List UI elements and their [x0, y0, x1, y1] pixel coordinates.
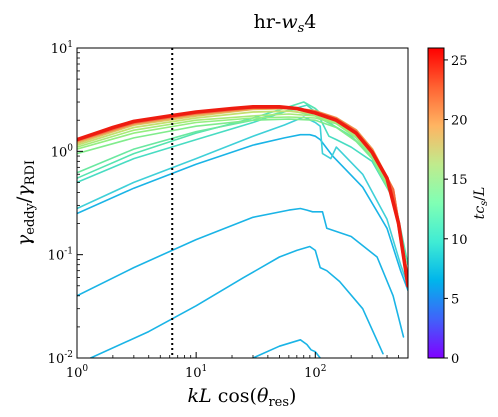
chart-title: hr-ws4: [254, 11, 317, 36]
series-layer: [77, 102, 408, 358]
colorbar: [428, 48, 444, 358]
x-tick-label-1: 101: [185, 364, 207, 381]
series-line-2: [77, 209, 404, 337]
series-line-15: [77, 107, 408, 286]
x-tick-label-0: 100: [66, 364, 89, 381]
y-tick-label-1: 10-1: [48, 247, 73, 264]
x-tick-label-2: 102: [304, 364, 326, 381]
y-tick-label-2: 100: [51, 143, 74, 160]
colorbar-ticks: 0 5 10 15 20 25: [444, 54, 468, 367]
colorbar-tick-label-4: 20: [451, 114, 468, 129]
ticks-layer: 100 101 102 10-2 10-1 100 101: [48, 40, 408, 381]
series-line-3: [77, 135, 408, 291]
plot-frame: [77, 48, 408, 358]
y-tick-label-0: 10-2: [48, 350, 73, 367]
y-tick-label-3: 101: [51, 40, 73, 57]
colorbar-tick-label-0: 0: [451, 352, 459, 367]
colorbar-tick-label-1: 5: [451, 292, 459, 307]
series-line-0: [91, 247, 383, 359]
series-line-8: [77, 119, 408, 278]
colorbar-label: tcs/L: [472, 187, 490, 220]
colorbar-tick-label-5: 25: [451, 54, 468, 69]
colorbar-tick-label-3: 15: [451, 173, 468, 188]
colorbar-tick-label-2: 10: [451, 233, 468, 248]
y-axis-label: γeddy/γRDI: [13, 160, 38, 246]
x-axis-label: kL cos(θres): [188, 385, 297, 410]
